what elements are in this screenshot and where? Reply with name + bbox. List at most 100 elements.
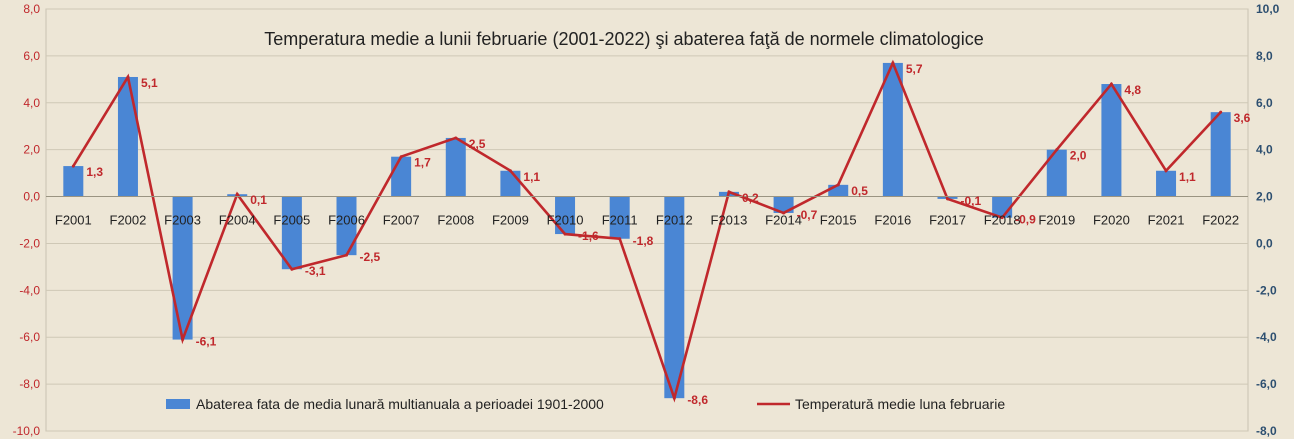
line-point xyxy=(1000,216,1004,220)
y-tick-label: -4,0 xyxy=(19,283,40,297)
line-point xyxy=(1055,148,1059,152)
data-label: 2,5 xyxy=(469,137,486,151)
x-tick-label: F2005 xyxy=(273,213,310,228)
bar xyxy=(882,62,903,197)
bar xyxy=(1046,149,1067,197)
line-point xyxy=(1164,169,1168,173)
data-label: 0,1 xyxy=(250,193,267,207)
x-tick-label: F2007 xyxy=(383,213,420,228)
x-tick-label: F2021 xyxy=(1148,213,1185,228)
data-label: 1,7 xyxy=(414,156,431,170)
bar xyxy=(1210,112,1231,197)
y2-tick-label: -8,0 xyxy=(1256,424,1277,438)
data-label: -6,1 xyxy=(196,335,217,349)
data-label: 2,0 xyxy=(1070,149,1087,163)
bar xyxy=(664,196,685,399)
bar xyxy=(609,196,630,239)
line-point xyxy=(290,267,294,271)
bar xyxy=(63,166,84,197)
bar xyxy=(1156,170,1177,197)
y-tick-label: -2,0 xyxy=(19,236,40,250)
data-label: 4,8 xyxy=(1124,83,1141,97)
data-label: 5,1 xyxy=(141,76,158,90)
bar xyxy=(336,196,357,256)
y-tick-label: 0,0 xyxy=(23,190,40,204)
y-tick-label: -6,0 xyxy=(19,330,40,344)
x-tick-label: F2014 xyxy=(765,213,802,228)
line-point xyxy=(508,169,512,173)
bar xyxy=(391,156,412,197)
x-tick-label: F2010 xyxy=(547,213,584,228)
legend-line-label: Temperatură medie luna februarie xyxy=(795,396,1005,412)
legend-bar-swatch xyxy=(166,399,190,409)
x-tick-label: F2019 xyxy=(1038,213,1075,228)
x-tick-label: F2022 xyxy=(1202,213,1239,228)
data-label: 1,3 xyxy=(86,165,103,179)
line-point xyxy=(782,211,786,215)
x-tick-label: F2009 xyxy=(492,213,529,228)
chart-title: Temperatura medie a lunii februarie (200… xyxy=(264,29,983,49)
y2-tick-label: 0,0 xyxy=(1256,236,1273,250)
line-point xyxy=(71,164,75,168)
y2-tick-label: 6,0 xyxy=(1256,96,1273,110)
legend: Abaterea fata de media lunară multianual… xyxy=(166,396,1005,412)
grid-lines xyxy=(45,8,1249,432)
x-tick-label: F2002 xyxy=(110,213,147,228)
line-point xyxy=(1109,82,1113,86)
bar xyxy=(117,76,138,197)
line-point xyxy=(399,155,403,159)
x-tick-label: F2008 xyxy=(437,213,474,228)
line-series xyxy=(71,59,1223,403)
data-label: 0,2 xyxy=(742,191,759,205)
line-point xyxy=(345,253,348,257)
line-point xyxy=(563,232,567,236)
line-point xyxy=(891,61,895,65)
y2-tick-label: 2,0 xyxy=(1256,190,1273,204)
temperature-line xyxy=(72,59,1222,403)
x-tick-label: F2003 xyxy=(164,213,201,228)
x-tick-label: F2012 xyxy=(656,213,693,228)
x-tick-label: F2001 xyxy=(55,213,92,228)
line-point xyxy=(1219,110,1223,114)
y2-tick-label: 8,0 xyxy=(1256,49,1273,63)
y2-tick-label: -6,0 xyxy=(1256,377,1277,391)
bar xyxy=(1101,84,1122,197)
data-label: -8,6 xyxy=(687,393,708,407)
data-label: -0,9 xyxy=(1015,213,1036,227)
legend-bar-label: Abaterea fata de media lunară multianual… xyxy=(196,396,604,412)
x-tick-label: F2011 xyxy=(602,213,638,228)
data-label: 5,7 xyxy=(906,62,923,76)
data-label: -1,8 xyxy=(633,234,654,248)
data-label: -3,1 xyxy=(305,264,326,278)
bar xyxy=(500,170,521,197)
y-tick-label: -8,0 xyxy=(19,377,40,391)
x-tick-label: F2015 xyxy=(820,213,857,228)
y2-tick-label: 4,0 xyxy=(1256,143,1273,157)
axes: 8,0 6,0 4,0 2,0 0,0 -2,0 -4,0 -6,0 -8,0 -10,0 10,0… xyxy=(13,2,1280,438)
line-point xyxy=(672,396,676,400)
data-label: 1,1 xyxy=(1179,170,1196,184)
y-tick-label: 2,0 xyxy=(23,143,40,157)
line-point xyxy=(836,183,840,187)
data-labels: 1,3 5,1 -6,1 0,1 -3,1 -2,5 1,7 2,5 1,1 -1,6 -1,8 -8… xyxy=(86,62,1250,407)
data-label: -1,6 xyxy=(578,229,599,243)
x-tick-label: F2013 xyxy=(711,213,748,228)
data-label: 0,5 xyxy=(851,184,868,198)
data-label: 1,1 xyxy=(523,170,540,184)
line-point xyxy=(181,338,185,342)
line-point xyxy=(126,75,130,79)
y-tick-label: 6,0 xyxy=(23,49,40,63)
bar xyxy=(281,196,302,270)
y-tick-label: -10,0 xyxy=(13,424,41,438)
line-point xyxy=(235,192,239,196)
y-tick-label: 4,0 xyxy=(23,96,40,110)
data-label: -0,7 xyxy=(797,208,818,222)
x-tick-label: F2016 xyxy=(874,213,911,228)
data-label: -2,5 xyxy=(360,250,381,264)
data-label: -0,1 xyxy=(961,194,982,208)
bar xyxy=(172,196,193,340)
data-label: 3,6 xyxy=(1234,111,1251,125)
bar xyxy=(555,196,576,235)
